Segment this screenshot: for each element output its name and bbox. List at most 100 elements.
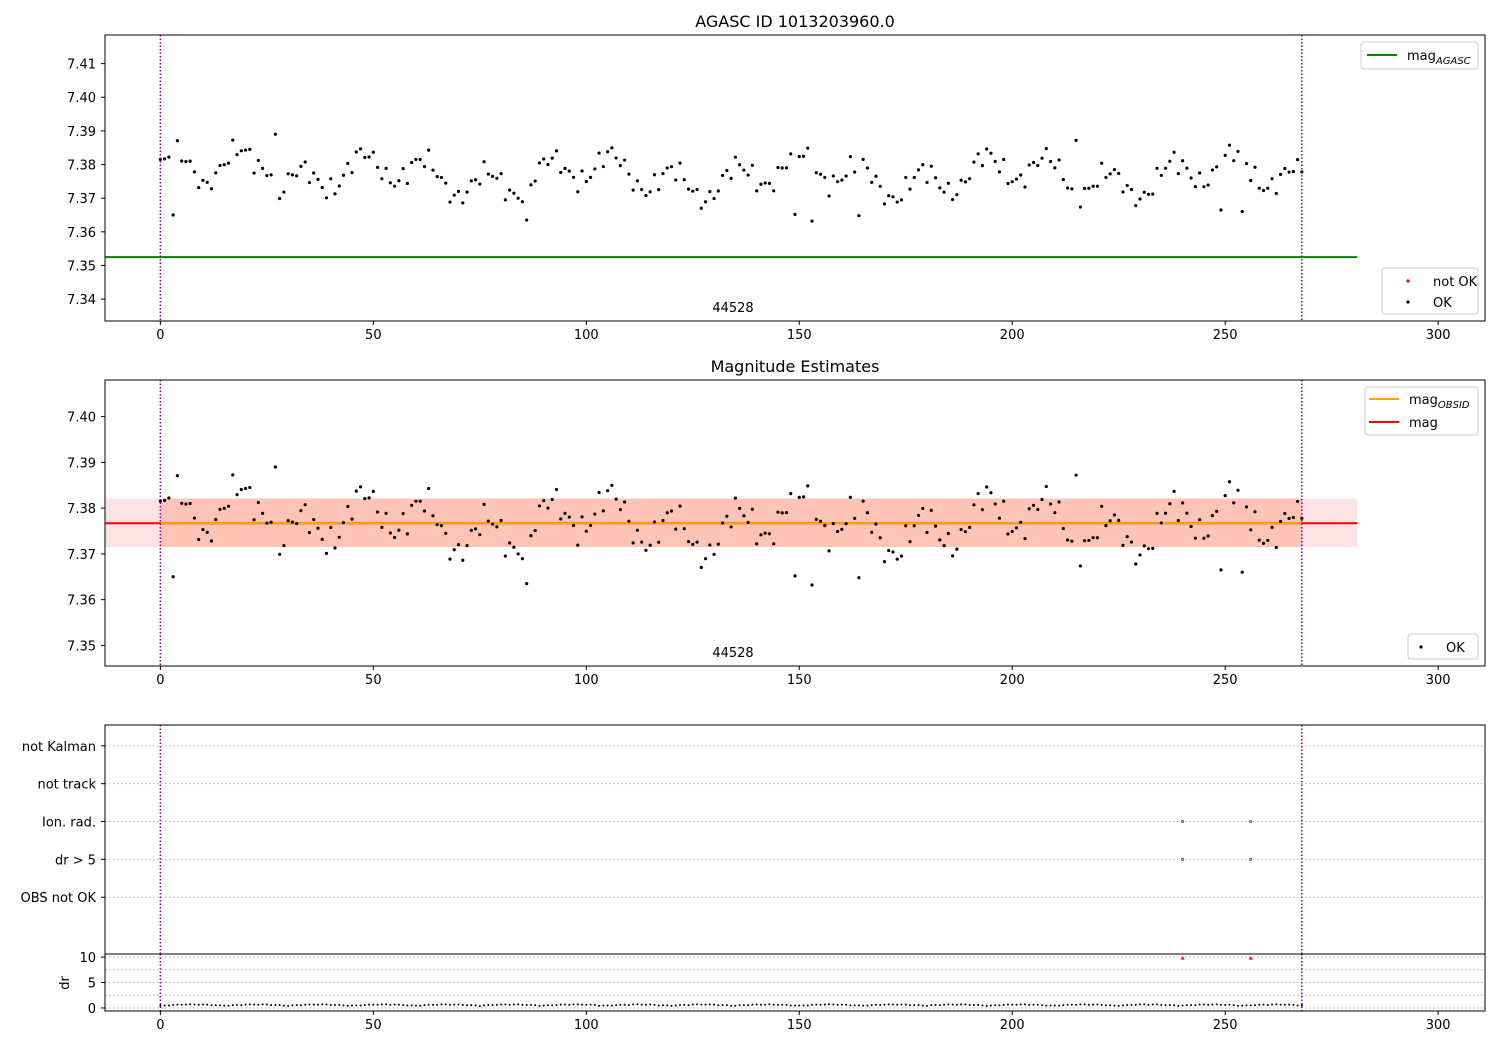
dr-point — [368, 1003, 371, 1006]
magnitude-point — [738, 163, 742, 167]
panel-dr: 0 50 100 150 200 250 300 0 5 10 dr — [58, 951, 1486, 1033]
magnitude-point — [295, 521, 299, 526]
magnitude-point — [320, 185, 324, 190]
magnitude-point — [1202, 536, 1206, 540]
dr-point — [1254, 1004, 1256, 1007]
magnitude-point — [1040, 497, 1044, 502]
dr-point — [538, 1004, 541, 1007]
dr-point — [359, 1004, 362, 1007]
magnitude-point — [601, 509, 605, 513]
magnitude-point — [1078, 564, 1082, 568]
magnitude-point — [588, 523, 593, 528]
dr-point — [1096, 1003, 1099, 1006]
y-tick-label: Ion. rad. — [42, 816, 96, 831]
magnitude-point — [942, 543, 946, 548]
magnitude-point — [623, 158, 627, 162]
magnitude-point — [1146, 547, 1151, 551]
dr-point — [649, 1003, 652, 1006]
magnitude-point — [192, 170, 197, 174]
magnitude-point — [290, 173, 295, 177]
magnitude-point — [891, 550, 895, 554]
magnitude-point — [1278, 519, 1283, 524]
dr-point — [640, 1003, 643, 1006]
dr-point — [248, 1003, 251, 1006]
magnitude-point — [759, 182, 763, 186]
dr-point — [568, 1003, 571, 1006]
magnitude-point — [576, 543, 580, 547]
magnitude-point — [508, 541, 512, 545]
magnitude-point — [793, 574, 797, 578]
magnitude-point — [827, 549, 831, 553]
magnitude-point — [1053, 166, 1057, 170]
dr-point — [811, 1003, 814, 1006]
magnitude-point — [435, 522, 439, 527]
magnitude-point — [593, 512, 597, 516]
dr-point — [385, 1003, 388, 1006]
magnitude-point — [640, 540, 644, 544]
x-tick-label: 50 — [365, 328, 382, 343]
magnitude-point — [780, 511, 784, 515]
magnitude-point — [729, 525, 733, 529]
magnitude-point — [350, 171, 354, 175]
dr-point — [231, 1004, 234, 1007]
magnitude-point — [597, 490, 601, 495]
magnitude-point — [456, 543, 461, 547]
magnitude-point — [1010, 529, 1014, 534]
dr-point — [355, 1004, 358, 1007]
magnitude-point — [1206, 183, 1210, 187]
dr-point — [244, 1003, 247, 1006]
dr-point — [832, 1003, 835, 1006]
dr-point — [1130, 1003, 1133, 1006]
magnitude-point — [605, 489, 610, 493]
magnitude-point — [256, 158, 260, 163]
dr-point — [734, 1004, 737, 1007]
dr-point — [917, 1004, 920, 1007]
magnitude-point — [1070, 539, 1074, 543]
magnitude-point — [720, 173, 725, 178]
magnitude-point — [197, 537, 201, 542]
dr-point — [696, 1003, 699, 1006]
magnitude-point — [644, 548, 648, 552]
magnitude-point — [801, 154, 806, 158]
magnitude-point — [1027, 163, 1031, 167]
magnitude-point — [260, 511, 265, 515]
magnitude-point — [1274, 191, 1278, 196]
dr-point — [1211, 1003, 1214, 1006]
magnitude-point — [985, 147, 989, 151]
magnitude-point — [167, 496, 171, 500]
magnitude-point — [252, 518, 256, 522]
magnitude-point — [584, 179, 588, 184]
dr-point — [742, 1004, 745, 1007]
magnitude-point — [908, 539, 912, 544]
magnitude-point — [904, 524, 908, 528]
dr-point — [1002, 1003, 1005, 1006]
y-tick-label: 7.39 — [67, 456, 96, 471]
magnitude-point — [1198, 518, 1202, 522]
dr-point — [632, 1003, 635, 1006]
magnitude-point — [789, 152, 793, 156]
dr-point — [431, 1003, 434, 1006]
magnitude-point — [1019, 520, 1023, 524]
magnitude-point — [380, 177, 384, 181]
dr-point — [730, 1004, 733, 1007]
magnitude-point — [499, 172, 503, 176]
magnitude-point — [469, 528, 473, 532]
dr-point — [236, 1003, 239, 1006]
magnitude-point — [1215, 509, 1219, 513]
magnitude-point — [682, 527, 686, 531]
dr-point — [1181, 1004, 1184, 1007]
dr-point — [542, 1004, 545, 1007]
dr-point — [1262, 1003, 1265, 1006]
dr-point — [346, 1004, 349, 1007]
magnitude-point — [1180, 159, 1185, 163]
magnitude-point — [742, 168, 746, 172]
magnitude-point — [989, 151, 993, 155]
magnitude-point — [708, 189, 712, 194]
magnitude-point — [870, 530, 874, 534]
dr-point — [206, 1003, 209, 1006]
magnitude-point — [559, 170, 563, 175]
magnitude-point — [853, 516, 857, 521]
magnitude-point — [397, 179, 401, 183]
magnitude-point — [976, 152, 980, 156]
